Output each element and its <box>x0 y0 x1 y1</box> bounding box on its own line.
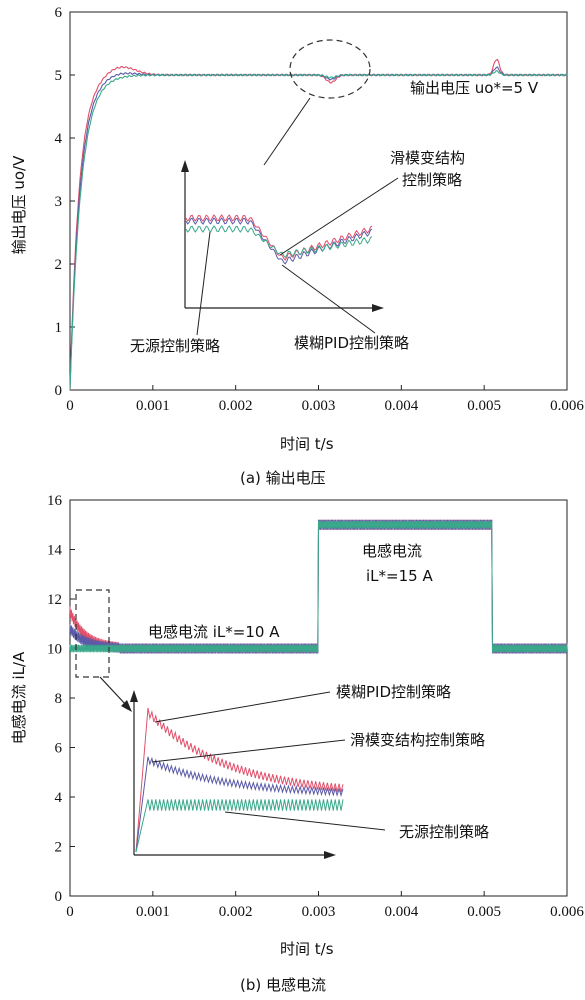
chart-b-arrow-fpid <box>154 691 331 723</box>
chart-b-xtick-label: 0.003 <box>302 904 336 920</box>
chart-b-zoom-leader <box>99 676 128 707</box>
chart-b-ytick-label: 12 <box>47 592 62 608</box>
chart-a: 0 0.001 0.002 0.003 0.004 0.005 0.006 0 1 2 3 4 5 6 输… <box>10 5 584 487</box>
chart-b-xtick-label: 0.005 <box>467 904 501 920</box>
chart-b-ytick-label: 8 <box>55 691 63 707</box>
chart-b-zoom-arrowhead <box>121 700 132 712</box>
chart-b-inset-yarrow <box>130 690 138 702</box>
chart-b-xtick-label: 0.004 <box>384 904 418 920</box>
chart-a-annot-smc-2: 控制策略 <box>402 171 462 189</box>
chart-a-xtick-label: 0 <box>66 398 74 414</box>
chart-a-ytick-label: 3 <box>55 194 63 210</box>
chart-b-xtick-label: 0.001 <box>136 904 170 920</box>
chart-b-inset <box>130 690 344 859</box>
chart-b-inset-line <box>135 707 344 853</box>
chart-b-ytick-label: 0 <box>55 889 63 905</box>
chart-a-inset-xarrow <box>372 304 384 312</box>
chart-a-ytick-label: 6 <box>55 5 63 21</box>
chart-b-ytick-label: 14 <box>47 543 63 559</box>
chart-a-xtick-label: 0.006 <box>550 398 584 414</box>
chart-b-ylabel: 电感电流 iL/A <box>10 651 28 744</box>
chart-b-xtick-label: 0 <box>66 904 74 920</box>
chart-a-ytick-label: 4 <box>55 131 63 147</box>
chart-b: 0 0.001 0.002 0.003 0.004 0.005 0.006 0 2 4 6 8 10 12… <box>10 493 584 994</box>
chart-b-inset-xarrow <box>324 851 336 859</box>
chart-a-inset-line <box>185 214 373 261</box>
chart-b-xtick-label: 0.002 <box>219 904 253 920</box>
chart-b-arrow-pbc <box>224 811 386 831</box>
chart-b-ytick-label: 6 <box>55 741 63 757</box>
chart-a-series-line <box>69 70 568 390</box>
chart-b-ref2-title: 电感电流 <box>362 542 422 560</box>
chart-a-ytick-label: 2 <box>55 257 63 273</box>
chart-a-inset <box>181 160 384 312</box>
chart-a-ytick-label: 0 <box>55 383 63 399</box>
chart-b-inset-line <box>135 799 344 853</box>
chart-b-annot-fpid: 模糊PID控制策略 <box>336 683 451 701</box>
chart-a-xtick-label: 0.003 <box>302 398 336 414</box>
chart-b-series <box>69 519 568 654</box>
chart-a-xlabel: 时间 t/s <box>280 435 334 453</box>
chart-a-inset-series <box>185 214 373 265</box>
chart-a-arrow-pbc <box>196 231 211 336</box>
chart-b-annot-smc: 滑模变结构控制策略 <box>350 731 485 749</box>
chart-a-caption: (a) 输出电压 <box>240 469 326 487</box>
chart-b-ytick-label: 10 <box>47 642 62 658</box>
chart-b-ref1-label: 电感电流 iL*=10 A <box>148 623 280 641</box>
chart-b-annot-pbc: 无源控制策略 <box>399 823 489 841</box>
chart-b-ytick-label: 4 <box>55 790 63 806</box>
chart-a-series <box>69 58 568 391</box>
chart-b-xlabel: 时间 t/s <box>280 940 334 958</box>
chart-a-ticks: 0 0.001 0.002 0.003 0.004 0.005 0.006 0 1 2 3 4 5 6 <box>55 5 585 414</box>
chart-b-caption: (b) 电感电流 <box>240 976 326 994</box>
chart-a-ytick-label: 1 <box>55 320 63 336</box>
chart-a-xtick-label: 0.005 <box>467 398 501 414</box>
chart-a-inset-line <box>185 225 373 259</box>
chart-a-ylabel: 输出电压 uo/V <box>10 155 28 255</box>
chart-b-ticks: 0 0.001 0.002 0.003 0.004 0.005 0.006 0 2 4 6 8 10 12… <box>47 493 584 920</box>
chart-a-annot-smc-1: 滑模变结构 <box>390 149 465 167</box>
chart-a-zoom-ellipse <box>289 39 371 99</box>
chart-a-inset-line <box>185 217 373 265</box>
chart-a-xtick-label: 0.004 <box>384 398 418 414</box>
chart-a-arrow-smc <box>279 177 399 256</box>
chart-a-xtick-label: 0.002 <box>219 398 253 414</box>
chart-b-ref2-label: iL*=15 A <box>366 567 433 585</box>
chart-a-xtick-label: 0.001 <box>136 398 170 414</box>
chart-a-ytick-label: 5 <box>55 68 63 84</box>
chart-a-annot-pbc: 无源控制策略 <box>130 337 220 355</box>
chart-a-inset-yarrow <box>181 160 189 172</box>
chart-b-arrow-smc <box>151 739 346 763</box>
chart-a-ref-label: 输出电压 uo*=5 V <box>410 79 539 97</box>
chart-a-zoom-leader <box>263 97 311 166</box>
chart-b-inset-series <box>135 707 344 853</box>
chart-b-inset-line <box>135 756 344 853</box>
chart-a-annot-fpid: 模糊PID控制策略 <box>294 334 409 352</box>
chart-b-ytick-label: 2 <box>55 840 63 856</box>
chart-a-arrow-fpid <box>281 264 376 334</box>
chart-b-ytick-label: 16 <box>47 493 63 509</box>
chart-b-xtick-label: 0.006 <box>550 904 584 920</box>
chart-b-series-line <box>69 520 568 653</box>
